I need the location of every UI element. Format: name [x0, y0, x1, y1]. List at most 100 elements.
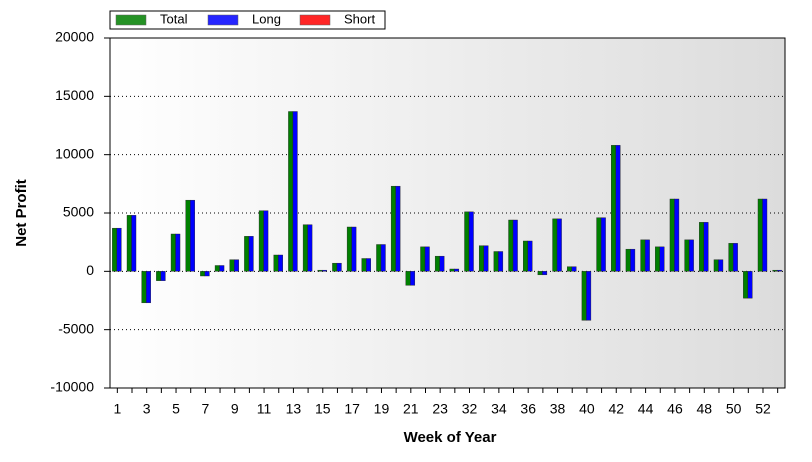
bar — [699, 222, 704, 272]
legend-label: Short — [344, 11, 375, 26]
x-tick-label: 46 — [667, 401, 683, 417]
legend-swatch — [207, 14, 239, 26]
bar — [307, 224, 313, 272]
x-tick-label: 5 — [172, 401, 180, 417]
y-tick-label: 5000 — [63, 204, 94, 220]
x-tick-label: 13 — [286, 401, 302, 417]
y-tick-label: 15000 — [55, 87, 94, 103]
bar — [718, 259, 724, 272]
bar — [214, 265, 220, 272]
x-tick-label: 48 — [697, 401, 713, 417]
bar — [185, 199, 191, 272]
bar — [523, 240, 528, 272]
bar — [640, 239, 646, 272]
bar — [278, 254, 283, 272]
bar — [483, 245, 489, 272]
bar — [454, 268, 460, 272]
bar — [160, 271, 166, 281]
bar — [498, 251, 504, 272]
plot-area — [109, 37, 786, 389]
bar — [611, 145, 616, 272]
x-tick-label: 15 — [315, 401, 331, 417]
legend-label: Long — [252, 11, 281, 26]
x-tick-label: 23 — [432, 401, 448, 417]
bar — [703, 222, 709, 272]
bar — [556, 218, 562, 272]
bar — [684, 239, 690, 272]
x-tick-label: 50 — [726, 401, 742, 417]
bar — [439, 255, 445, 272]
x-tick-label: 44 — [638, 401, 654, 417]
bar — [200, 271, 206, 277]
bar — [732, 243, 738, 272]
bar — [571, 266, 577, 272]
bar — [674, 198, 680, 272]
bar — [219, 265, 225, 272]
bar — [776, 269, 782, 272]
bar — [332, 262, 338, 272]
bar — [644, 239, 650, 272]
legend-swatch — [115, 14, 147, 26]
bar — [527, 240, 533, 272]
bar — [273, 254, 279, 272]
y-tick-label: 0 — [86, 262, 94, 278]
x-tick-label: 19 — [374, 401, 390, 417]
bar — [204, 271, 210, 277]
bar — [688, 239, 694, 272]
y-tick-label: -5000 — [58, 320, 94, 336]
bar — [175, 233, 181, 272]
bar — [229, 259, 235, 272]
bar — [351, 226, 357, 272]
bar — [600, 217, 606, 272]
bar — [145, 271, 151, 304]
bar — [390, 185, 396, 272]
x-tick-label: 7 — [201, 401, 209, 417]
bar — [508, 219, 514, 272]
x-tick-label: 1 — [113, 401, 121, 417]
x-tick-label: 17 — [344, 401, 360, 417]
x-tick-label: 32 — [462, 401, 478, 417]
x-tick-label: 42 — [608, 401, 624, 417]
bar — [586, 271, 592, 321]
x-tick-label: 40 — [579, 401, 595, 417]
bar — [468, 211, 474, 272]
bar — [302, 224, 308, 272]
bar — [116, 227, 122, 272]
bar — [512, 219, 518, 272]
bar — [292, 111, 298, 272]
bar — [170, 233, 176, 272]
bar — [322, 269, 327, 272]
legend-label: Total — [160, 11, 188, 26]
bar — [380, 244, 386, 272]
bar — [537, 271, 543, 276]
bar — [552, 218, 558, 272]
bar — [728, 243, 734, 272]
x-tick-label: 52 — [755, 401, 771, 417]
bar — [366, 258, 371, 272]
y-axis-title: Net Profit — [13, 179, 30, 247]
y-tick-label: 20000 — [55, 29, 94, 45]
y-tick-label: -10000 — [50, 379, 94, 395]
bar — [376, 244, 382, 272]
bar — [655, 246, 660, 272]
x-tick-label: 21 — [403, 401, 419, 417]
bar — [669, 198, 675, 272]
bar — [156, 271, 162, 281]
x-tick-label: 36 — [520, 401, 536, 417]
legend-swatch — [299, 14, 331, 26]
bar — [762, 198, 768, 272]
bar — [234, 259, 239, 272]
bar — [567, 266, 572, 272]
x-tick-label: 38 — [550, 401, 566, 417]
bar — [244, 236, 250, 272]
x-tick-label: 3 — [143, 401, 151, 417]
bar — [126, 215, 132, 272]
bar — [190, 199, 195, 272]
bar — [395, 185, 401, 272]
bar — [410, 271, 416, 286]
bar — [263, 210, 269, 272]
bar — [424, 246, 430, 272]
bar — [493, 251, 499, 272]
bar — [464, 211, 470, 272]
